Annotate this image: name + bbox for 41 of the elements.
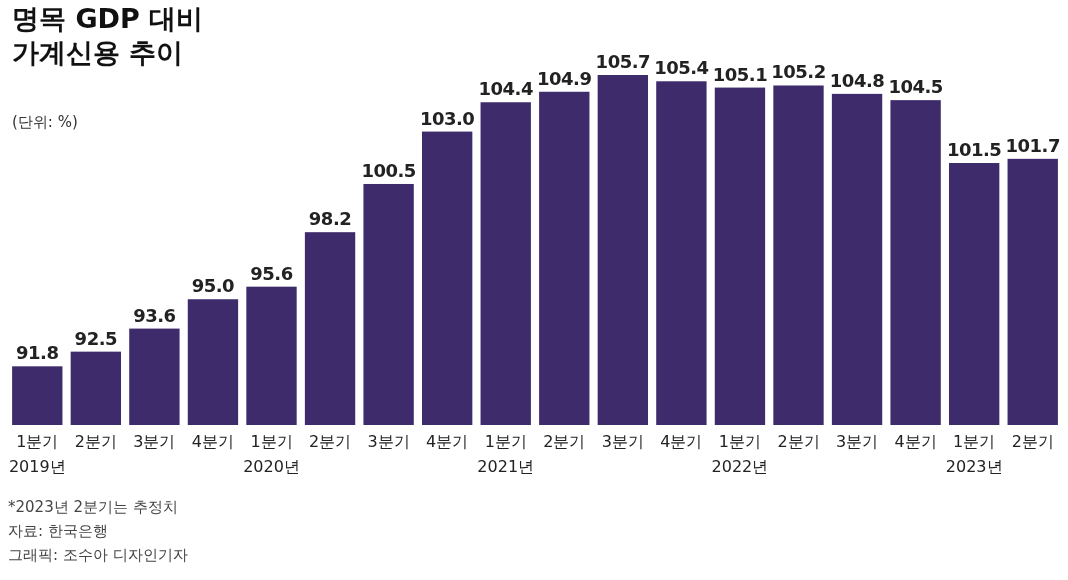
x-tick-label: 2분기 — [543, 432, 586, 451]
x-tick-label: 1분기 2021년 — [477, 432, 535, 476]
x-tick-label: 2분기 — [74, 432, 117, 451]
text: *2023년 2분기는 추정치 — [8, 498, 178, 516]
x-tick-label: 3분기 — [367, 432, 410, 451]
x-tick-label: 4분기 — [660, 432, 703, 451]
data-label: 93.6 — [133, 304, 176, 326]
x-tick-label: 1분기 2020년 — [243, 432, 300, 476]
data-label: 105.4 — [654, 57, 709, 79]
x-tick-label: 1분기 2023년 — [945, 432, 1003, 476]
data-label: 104.8 — [829, 69, 885, 91]
data-label: 91.8 — [16, 342, 59, 364]
data-label: 101.5 — [946, 139, 1002, 161]
x-tick-label: 2분기 — [777, 432, 820, 451]
x-tick-label: 4분기 — [426, 432, 469, 451]
data-label: 104.5 — [888, 76, 943, 98]
text: 그래픽: 조수아 디자인기자 — [8, 546, 188, 564]
data-label: 92.5 — [74, 327, 118, 349]
text: (단위: %) — [12, 113, 78, 131]
x-tick-label: 2분기 — [308, 432, 352, 451]
data-label: 104.4 — [478, 78, 533, 100]
x-tick-label: 3분기 — [835, 432, 879, 451]
data-label: 100.5 — [361, 159, 416, 181]
data-label: 105.7 — [595, 51, 651, 72]
data-label: 103.0 — [419, 107, 475, 129]
chart-title: 명목 GDP 대비 가계신용 추이 — [12, 3, 204, 68]
x-tick-label: 4분기 — [894, 432, 937, 451]
x-tick-label: 3분기 — [601, 432, 644, 451]
data-label: 105.2 — [771, 61, 826, 83]
x-tick-label: 4분기 — [191, 432, 235, 451]
x-tick-label: 3분기 — [133, 432, 176, 451]
data-label: 95.6 — [250, 262, 293, 284]
data-label: 98.2 — [308, 208, 352, 230]
text: 자료: 한국은행 — [8, 522, 108, 540]
data-label: 105.1 — [712, 63, 768, 85]
data-label: 95.0 — [191, 275, 235, 297]
x-tick-label: 1분기 2019년 — [8, 432, 66, 476]
x-tick-label: 1분기 2022년 — [711, 432, 769, 476]
x-tick-label: 2분기 — [1011, 432, 1054, 451]
data-label: 104.9 — [537, 67, 592, 89]
data-label: 101.7 — [1005, 134, 1060, 156]
